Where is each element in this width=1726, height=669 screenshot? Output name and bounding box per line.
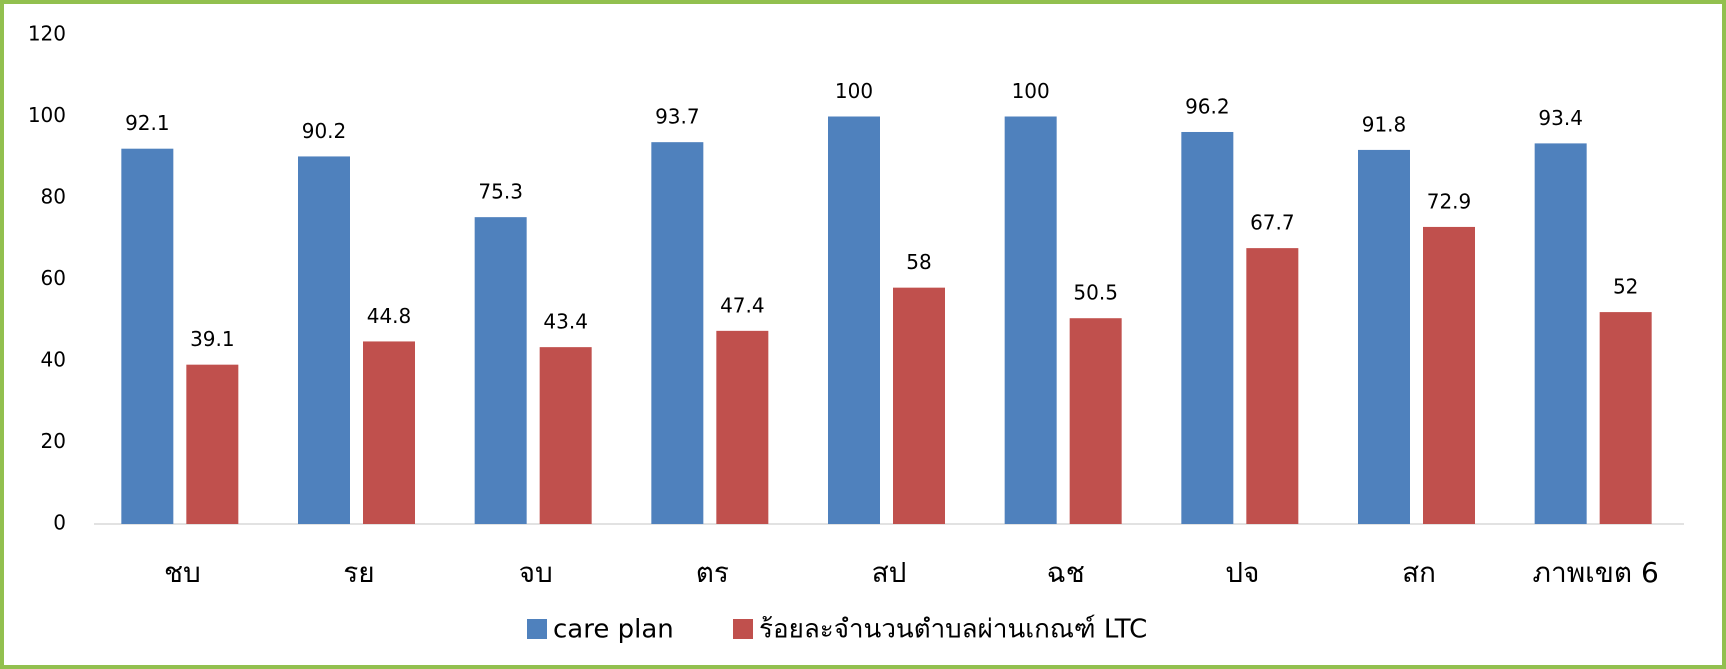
data-label: 90.2 xyxy=(302,119,347,143)
bar xyxy=(828,116,880,524)
bar xyxy=(1358,149,1410,525)
data-label: 75.3 xyxy=(478,180,523,204)
y-tick-label: 100 xyxy=(28,103,66,127)
data-label: 96.2 xyxy=(1185,94,1230,118)
y-tick-label: 40 xyxy=(41,348,66,372)
data-label: 93.4 xyxy=(1538,106,1583,130)
bar xyxy=(1534,143,1587,524)
x-tick-label: ภาพเขต 6 xyxy=(1533,556,1659,589)
bar xyxy=(1423,226,1475,524)
bar xyxy=(474,217,527,524)
bar xyxy=(893,287,945,524)
bar xyxy=(298,156,350,524)
x-tick-label: ตร xyxy=(696,556,729,589)
data-label: 52 xyxy=(1613,275,1638,299)
bar xyxy=(1181,131,1234,525)
x-tick-label: ปจ xyxy=(1225,556,1259,589)
bar xyxy=(1246,248,1299,524)
y-tick-label: 80 xyxy=(41,185,66,209)
legend-swatch xyxy=(527,619,547,639)
legend-swatch xyxy=(733,619,753,639)
legend-label: ร้อยละจำนวนตำบลผ่านเกณฑ์ LTC xyxy=(759,615,1147,645)
x-tick-label: ฉช xyxy=(1047,556,1085,589)
y-tick-label: 120 xyxy=(28,22,66,46)
x-tick-label: สก xyxy=(1402,556,1436,589)
bar xyxy=(716,330,769,524)
data-label: 39.1 xyxy=(190,327,235,351)
data-label: 100 xyxy=(835,79,873,103)
data-label: 44.8 xyxy=(367,304,412,328)
x-tick-label: ชบ xyxy=(164,556,201,589)
bar xyxy=(121,148,174,524)
bar xyxy=(1004,116,1057,524)
data-label: 100 xyxy=(1012,79,1050,103)
data-label: 91.8 xyxy=(1362,112,1407,136)
bar xyxy=(1069,318,1122,524)
data-label: 93.7 xyxy=(655,105,700,129)
data-label: 50.5 xyxy=(1073,281,1118,305)
data-label: 92.1 xyxy=(125,111,170,135)
bar xyxy=(1599,312,1652,524)
bar xyxy=(363,341,415,524)
y-tick-label: 0 xyxy=(53,511,66,535)
y-tick-label: 20 xyxy=(41,429,66,453)
bar xyxy=(539,347,592,524)
x-tick-label: จบ xyxy=(519,556,553,589)
data-label: 43.4 xyxy=(543,310,588,334)
data-label: 47.4 xyxy=(720,293,765,317)
bar xyxy=(651,142,704,525)
legend-label: care plan xyxy=(553,615,674,645)
data-label: 72.9 xyxy=(1427,189,1472,213)
data-label: 67.7 xyxy=(1250,211,1295,235)
x-tick-label: สป xyxy=(872,556,907,589)
y-tick-label: 60 xyxy=(41,266,66,290)
bar xyxy=(186,364,239,524)
x-tick-label: รย xyxy=(343,556,374,589)
data-label: 58 xyxy=(906,250,931,274)
